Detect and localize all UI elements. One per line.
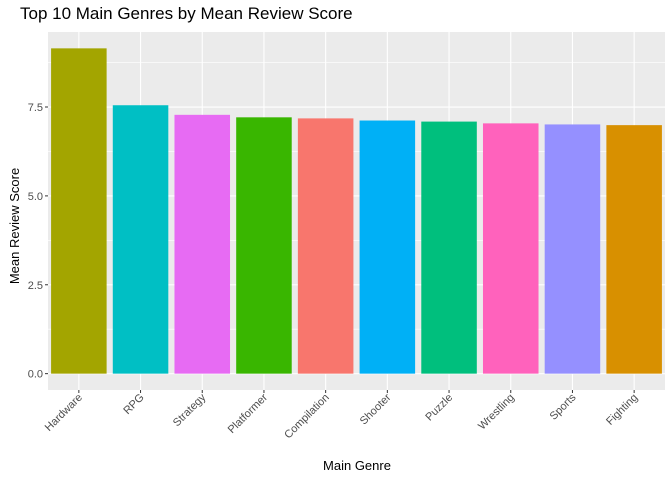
bar-wrestling	[482, 123, 539, 374]
bar-shooter	[359, 120, 416, 374]
x-tick-label: RPG	[121, 392, 146, 417]
chart-title: Top 10 Main Genres by Mean Review Score	[20, 4, 353, 23]
x-tick-label: Puzzle	[423, 392, 455, 424]
bars-group	[51, 48, 662, 374]
y-axis-title: Mean Review Score	[7, 168, 22, 284]
y-tick-label: 2.5	[28, 280, 43, 292]
x-axis-title: Main Genre	[323, 458, 391, 473]
bar-puzzle	[421, 121, 477, 374]
bar-hardware	[51, 48, 107, 374]
x-tick-label: Hardware	[43, 392, 85, 434]
bar-strategy	[174, 114, 231, 374]
bar-sports	[544, 124, 601, 374]
x-tick-label: Strategy	[171, 391, 209, 429]
bar-fighting	[606, 125, 662, 374]
y-tick-label: 5.0	[28, 191, 43, 203]
x-tick-label: Platformer	[226, 391, 271, 436]
y-tick-label: 7.5	[28, 102, 43, 114]
y-axis-ticks: 0.0 2.5 5.0 7.5	[28, 102, 48, 381]
bar-rpg	[112, 105, 169, 374]
x-tick-label: Wrestling	[476, 392, 517, 433]
x-tick-label: Compilation	[282, 392, 332, 442]
x-tick-label: Shooter	[358, 391, 394, 427]
x-tick-label: Fighting	[604, 392, 640, 428]
y-tick-label: 0.0	[28, 369, 43, 381]
x-tick-label: Sports	[548, 391, 579, 422]
bar-platformer	[236, 117, 292, 374]
x-axis-ticks: Hardware RPG Strategy Platformer Compilation…	[43, 390, 640, 442]
bar-compilation	[297, 118, 354, 374]
